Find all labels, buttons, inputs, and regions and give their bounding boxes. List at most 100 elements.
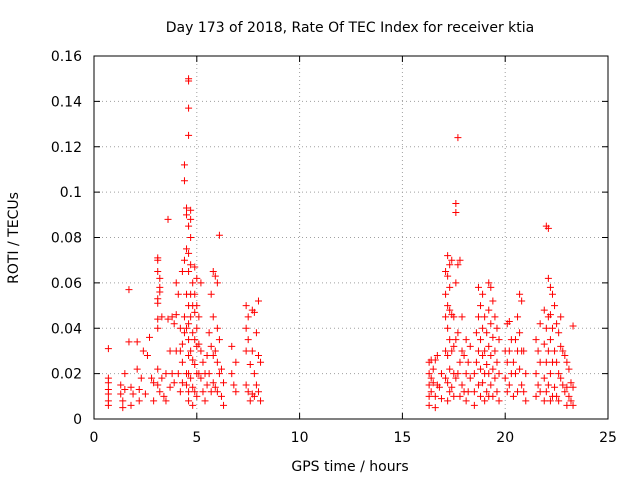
data-point [516,290,524,298]
y-axis-label: ROTI / TECUs [6,192,22,284]
data-point [213,388,221,396]
data-point [477,302,485,310]
data-point [180,329,188,337]
data-point [209,313,217,321]
y-tick-label: 0.04 [51,321,82,337]
data-point [474,347,482,355]
data-point [158,313,166,321]
data-point [464,358,472,366]
data-point [446,261,454,269]
y-tick-label: 0.14 [51,94,82,110]
data-point [213,279,221,287]
data-point [185,336,193,344]
data-point [456,358,464,366]
data-point [450,342,458,350]
data-point [460,351,468,359]
data-point [213,358,221,366]
data-point [164,315,172,323]
axis-ticks: 0 5 10 15 20 25 0 0.02 0.04 0.06 0.08 0.1 0.12 0.14 0.… [51,49,617,446]
data-point [244,313,252,321]
data-point [493,324,501,332]
data-point [199,388,207,396]
data-point [569,401,577,409]
data-point [522,370,530,378]
data-point [137,374,145,382]
data-point [158,374,166,382]
data-point [431,392,439,400]
data-point [479,290,487,298]
data-point [176,324,184,332]
data-point [544,381,552,389]
data-point [446,365,454,373]
data-point [185,320,193,328]
data-point [458,347,466,355]
data-point [427,374,435,382]
data-point [193,274,201,282]
data-point [437,370,445,378]
data-point [470,401,478,409]
data-point [542,324,550,332]
data-point [472,358,480,366]
data-point [485,279,493,287]
data-point [458,381,466,389]
data-point [166,383,174,391]
data-point [135,386,143,394]
data-point [209,268,217,276]
data-point [150,397,158,405]
data-point [532,336,540,344]
data-point [207,388,215,396]
data-point [544,347,552,355]
grid-lines [94,56,608,419]
data-point [193,392,201,400]
data-point [104,379,112,387]
data-point [154,256,162,264]
data-point [183,245,191,253]
data-point [217,365,225,373]
data-point [195,370,203,378]
data-point [559,381,567,389]
data-point [487,381,495,389]
data-point [505,381,513,389]
data-point [242,347,250,355]
data-point [180,313,188,321]
data-point [183,211,191,219]
data-point [187,234,195,241]
data-point [491,313,499,321]
data-point [553,392,561,400]
data-point [207,290,215,298]
data-point [479,351,487,359]
data-point [425,392,433,400]
data-point [546,370,554,378]
data-point [567,379,575,387]
x-tick-label: 25 [599,430,617,446]
data-point [470,370,478,378]
data-point [483,329,491,337]
data-point [104,401,112,409]
data-point [154,365,162,373]
data-point [230,381,238,389]
data-point [446,283,454,291]
data-point [464,388,472,396]
data-point [185,397,193,405]
data-point [170,320,178,328]
data-point [555,370,563,378]
data-point [466,342,474,350]
x-tick-label: 0 [90,430,99,446]
data-point [520,388,528,396]
data-point [546,283,554,291]
data-point [203,381,211,389]
data-point [551,383,559,391]
data-point [185,268,193,276]
data-point [195,340,203,348]
data-point [548,324,556,332]
data-point [442,290,450,298]
data-point [551,302,559,310]
data-point [125,286,133,294]
data-point [133,365,141,373]
data-point [185,222,193,230]
data-point [172,311,180,319]
data-point [483,361,491,369]
data-point [454,134,462,142]
data-point [487,283,495,291]
data-point [174,370,182,378]
